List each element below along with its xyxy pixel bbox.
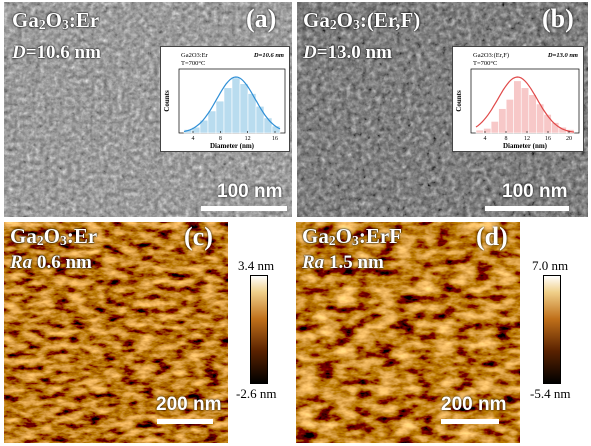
histogram-xlabel-a: Diameter (nm) (210, 142, 255, 150)
scale-bar-label-c: 200 nm (156, 394, 222, 415)
histogram-tick-label-a: 4 (192, 136, 195, 142)
histogram-bar-b (498, 108, 507, 134)
histogram-bar-a (255, 106, 265, 134)
afm-topography-d (296, 222, 520, 443)
histogram-bar-b (528, 94, 537, 134)
histogram-bar-b (513, 80, 522, 134)
histogram-bar-b (505, 99, 514, 134)
panel-letter-b: (b) (542, 4, 574, 33)
histogram-bar-b (490, 121, 499, 134)
histogram-tick-label-a: 8 (219, 136, 222, 142)
histogram-chart-b: 4 8 12 16 20 Ga2O3:(Er,F)T=700°C D=13.0 nm Diam… (455, 52, 580, 150)
colorbar-d (543, 275, 561, 384)
colorbar-min-d: -5.4 nm (530, 386, 571, 401)
scale-bar-a (201, 206, 287, 211)
histogram-inset-a: 4 8 12 16 Ga2O3:Er T=700°C D=10.6 nm Diameter (… (160, 46, 290, 152)
histogram-tick-label-a: 12 (245, 136, 251, 142)
histogram-bar-b (543, 114, 552, 134)
histogram-ylabel-a: Counts (163, 90, 171, 112)
histogram-bar-a (215, 100, 225, 134)
material-label-d: Ga2O3:ErF (302, 224, 402, 249)
histogram-bar-b (475, 129, 484, 134)
histogram-tick-label-a: 16 (272, 136, 278, 142)
histogram-inset-b: 4 8 12 16 20 Ga2O3:(Er,F) T=700°C D=13.0 nm Diam… (452, 46, 584, 152)
histogram-tick-label-b: 8 (505, 136, 508, 142)
histogram-tick-label-b: 12 (524, 136, 530, 142)
histogram-xlabel-b: Diameter (nm) (503, 142, 548, 150)
histogram-bar-a (223, 87, 233, 134)
roughness-label-c: Ra 0.6 nm (10, 252, 92, 273)
histogram-fit-curve-b (475, 76, 575, 133)
panel-letter-d: (d) (476, 222, 508, 251)
material-label-a: Ga2O3:Er (12, 8, 100, 33)
scale-bar-d (441, 419, 499, 424)
size-label-a: D=10.6 nm (12, 42, 101, 63)
tem-image-panel-b: Ga2O3:(Er,F) D=13.0 nm (b) 4 8 12 16 20 Ga2O3… (297, 2, 588, 217)
material-label-c: Ga2O3:Er (10, 224, 98, 249)
histogram-chart-a: 4 8 12 16 Ga2O3:ErT=700°C D=10.6 nm Diameter (… (163, 52, 286, 150)
histogram-size-label-b: D=13.0 nm (547, 52, 578, 59)
scale-bar-b (485, 206, 569, 211)
histogram-title-b: Ga2O3:(Er,F) (473, 52, 509, 59)
histogram-tick-label-b: 4 (484, 136, 487, 142)
scale-bar-c (157, 419, 213, 424)
afm-image-panel-c: Ga2O3:Er Ra 0.6 nm (c) 200 nm (4, 222, 228, 443)
histogram-bar-b (520, 87, 530, 134)
histogram-tick-label-b: 20 (566, 136, 572, 142)
histogram-bar-a (231, 77, 241, 134)
histogram-bar-b (483, 128, 492, 134)
panel-letter-c: (c) (184, 222, 213, 251)
roughness-label-d: Ra 1.5 nm (302, 252, 384, 273)
afm-topography-c (4, 222, 228, 443)
histogram-temp-a: T=700°C (181, 60, 205, 67)
histogram-bar-a (239, 83, 249, 134)
colorbar-min-c: -2.6 nm (236, 386, 277, 401)
histogram-ylabel-b: Counts (455, 90, 463, 112)
colorbar-max-d: 7.0 nm (532, 258, 569, 273)
afm-image-panel-d: Ga2O3:ErF Ra 1.5 nm (d) 200 nm (296, 222, 520, 443)
histogram-fit-curve-a (183, 76, 281, 133)
panel-letter-a: (a) (246, 4, 277, 33)
tem-image-panel-a: Ga2O3:Er D=10.6 nm (a) 4 8 12 16 Ga2O3:Er T=7… (4, 2, 292, 217)
histogram-temp-b: T=700°C (473, 60, 497, 67)
size-label-b: D=13.0 nm (303, 42, 392, 63)
histogram-bar-a (263, 117, 273, 134)
histogram-bar-a (207, 110, 217, 134)
histogram-size-label-a: D=10.6 nm (253, 52, 284, 59)
colorbar-c (250, 275, 268, 384)
colorbar-max-c: 3.4 nm (238, 258, 275, 273)
scale-bar-label-d: 200 nm (441, 394, 507, 415)
scale-bar-label-a: 100 nm (217, 181, 283, 202)
histogram-title-a: Ga2O3:Er (181, 52, 209, 59)
material-label-b: Ga2O3:(Er,F) (303, 8, 421, 33)
histogram-tick-label-b: 16 (545, 136, 551, 142)
scale-bar-label-b: 100 nm (502, 181, 568, 202)
